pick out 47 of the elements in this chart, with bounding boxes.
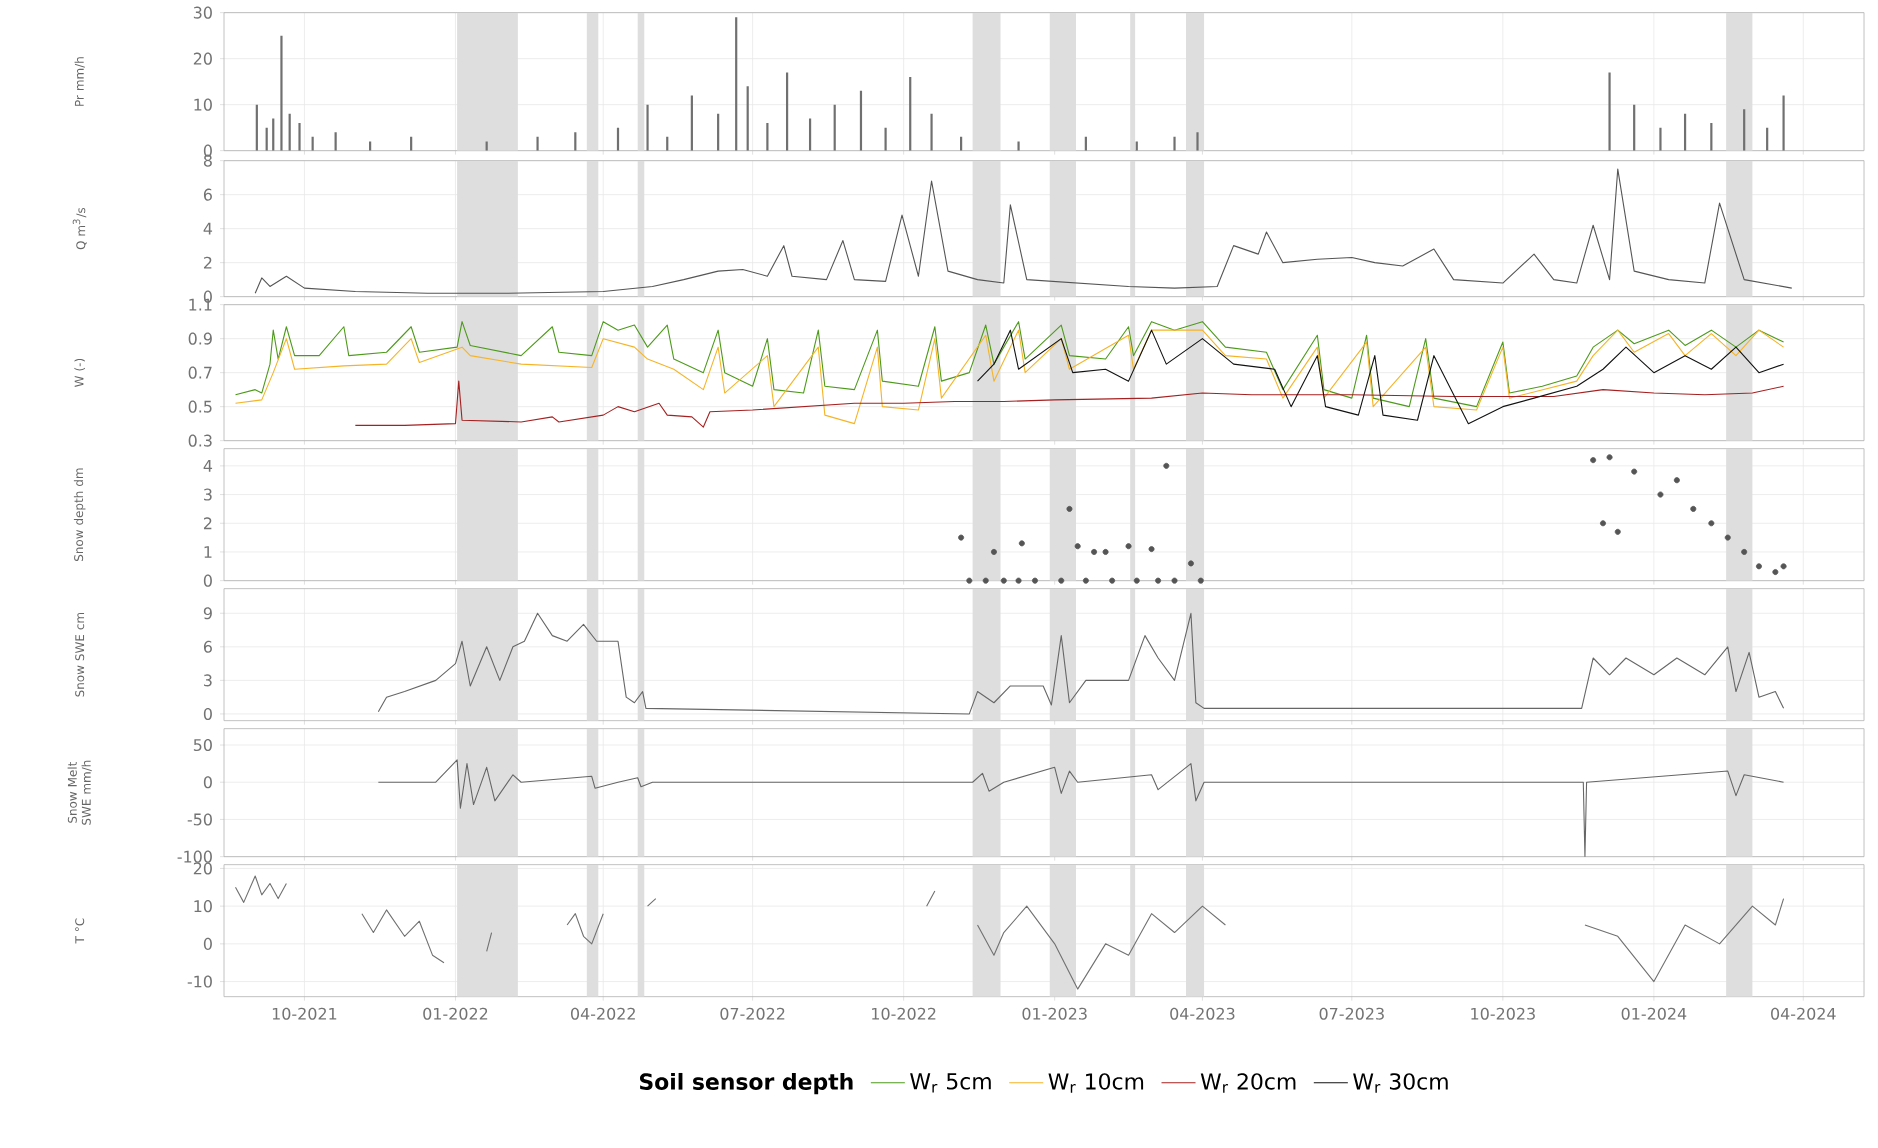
line-series (234, 320, 1785, 407)
point (1724, 534, 1731, 541)
point (1082, 577, 1089, 584)
point (1708, 519, 1715, 526)
point (1187, 560, 1194, 567)
legend-label: W$_{r}$ 5cm (910, 1073, 991, 1093)
point (958, 534, 965, 541)
line-series (377, 612, 1785, 715)
point (1133, 577, 1140, 584)
point (1614, 528, 1621, 535)
point (990, 548, 997, 555)
point (1018, 540, 1025, 547)
legend-label: W$_{r}$ 20cm (1200, 1072, 1296, 1093)
point (1780, 563, 1787, 569)
point (1125, 542, 1132, 549)
point (1058, 577, 1065, 584)
line-series (234, 329, 1785, 424)
point (966, 577, 973, 584)
point (1109, 577, 1116, 584)
point (1102, 548, 1109, 555)
legend-title: Soil sensor depth (639, 1072, 853, 1094)
point (1741, 548, 1748, 555)
point (1606, 453, 1613, 460)
legend-label: W$_{r}$ 10cm (1048, 1072, 1144, 1093)
point (1091, 548, 1098, 555)
point (1015, 577, 1022, 584)
point (1197, 577, 1204, 584)
point (1066, 505, 1073, 512)
point (1155, 577, 1162, 584)
line-series (976, 329, 1785, 424)
point (1590, 456, 1597, 463)
point (1074, 542, 1081, 549)
point (1171, 577, 1178, 584)
point (1755, 563, 1762, 569)
point (1148, 545, 1155, 552)
point (1000, 577, 1007, 584)
point (1631, 468, 1638, 475)
point (1772, 568, 1779, 575)
point (982, 577, 989, 584)
legend-label: W$_{r}$ 30cm (1353, 1072, 1448, 1093)
point (1657, 491, 1664, 498)
point (1600, 519, 1606, 526)
point (1031, 577, 1038, 584)
point (1163, 462, 1170, 469)
point (1673, 476, 1680, 483)
line-series (377, 759, 1785, 857)
point (1690, 505, 1697, 512)
